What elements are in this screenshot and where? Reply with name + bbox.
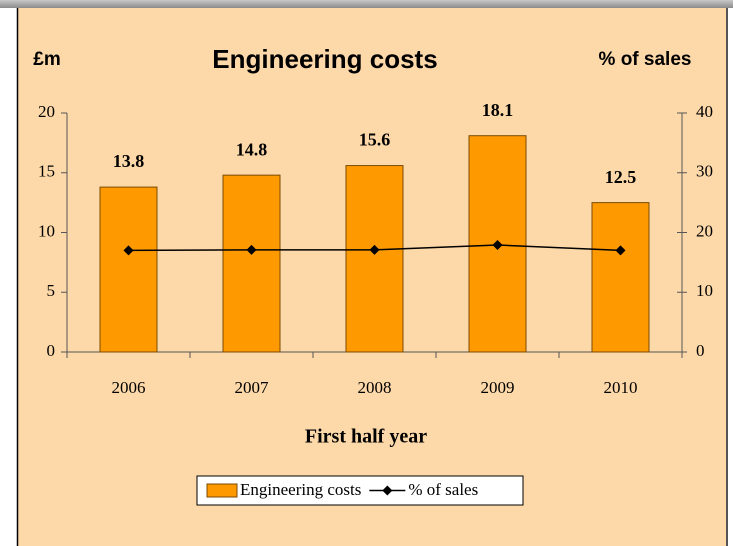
x-tick-label: 2006 [112, 378, 146, 397]
data-label: 13.8 [113, 151, 145, 171]
marker [615, 245, 626, 256]
legend-label: Engineering costs [240, 480, 361, 499]
y2-tick-label: 20 [696, 221, 713, 240]
x-tick-label: 2007 [235, 378, 270, 397]
legend-swatch [206, 483, 238, 498]
data-label: 14.8 [236, 139, 268, 159]
legend [196, 475, 524, 506]
y-tick-label: 0 [47, 341, 56, 360]
x-tick-label: 2010 [604, 378, 638, 397]
y-axis-label: £m [33, 49, 60, 70]
y2-tick-label: 40 [696, 102, 713, 121]
y-tick-label: 15 [38, 162, 55, 181]
y-tick-label: 10 [38, 221, 55, 240]
marker [492, 240, 503, 251]
data-label: 12.5 [605, 167, 637, 187]
y2-tick-label: 0 [696, 341, 705, 360]
bar [345, 165, 404, 353]
data-label: 18.1 [482, 100, 514, 120]
window-bar [0, 0, 733, 8]
bar [222, 174, 281, 353]
bar [99, 186, 158, 353]
marker [246, 244, 257, 255]
bar [591, 202, 650, 353]
y-tick-label: 20 [38, 102, 55, 121]
y2-axis-label: % of sales [599, 49, 692, 70]
y-tick-label: 5 [47, 281, 56, 300]
x-axis-label: First half year [305, 426, 427, 448]
marker [123, 245, 134, 256]
y2-tick-label: 30 [696, 162, 713, 181]
chart-title: Engineering costs [212, 44, 437, 74]
x-tick-label: 2009 [481, 378, 515, 397]
data-label: 15.6 [359, 130, 391, 150]
y2-tick-label: 10 [696, 281, 713, 300]
legend-marker [382, 485, 393, 496]
legend-label: % of sales [408, 480, 478, 499]
x-tick-label: 2008 [358, 378, 392, 397]
marker [369, 244, 380, 255]
